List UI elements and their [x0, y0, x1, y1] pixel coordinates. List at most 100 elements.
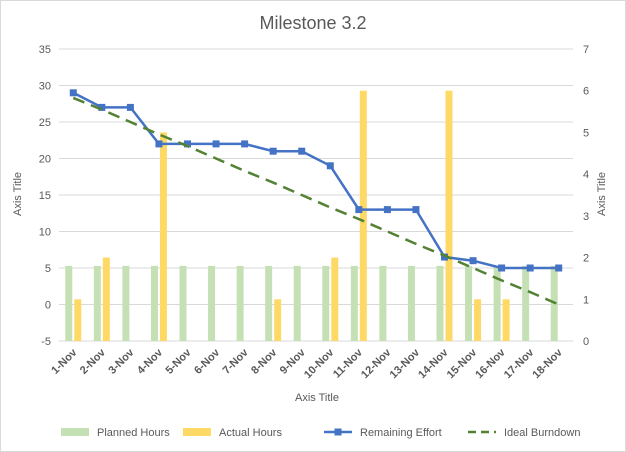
data-point	[212, 140, 220, 148]
legend-label: Planned Hours	[97, 427, 170, 439]
x-tick-label: 15-Nov	[445, 346, 480, 381]
data-point	[155, 140, 163, 148]
left-tick-label: 15	[39, 190, 51, 202]
left-tick-label: -5	[41, 336, 51, 348]
x-tick-label: 11-Nov	[331, 346, 366, 381]
left-tick-label: 30	[39, 81, 51, 93]
bar	[359, 90, 367, 341]
right-axis-ticks: 0 1 2 3 4 5 6 7	[583, 44, 589, 348]
x-tick-label: 14-Nov	[416, 346, 451, 381]
legend-marker	[334, 428, 342, 436]
bar	[350, 265, 358, 341]
bar	[150, 265, 158, 341]
bar-series	[65, 90, 558, 341]
line-series	[69, 89, 563, 306]
data-point	[412, 206, 420, 214]
data-point	[355, 206, 363, 214]
x-tick-label: 17-Nov	[502, 346, 537, 381]
bar	[445, 90, 453, 341]
x-tick-label: 6-Nov	[192, 346, 223, 377]
x-tick-label: 16-Nov	[473, 346, 508, 381]
x-tick-label: 13-Nov	[388, 346, 423, 381]
x-axis-title: Axis Title	[295, 392, 339, 404]
legend-swatch	[183, 428, 211, 436]
left-tick-label: 25	[39, 117, 51, 129]
data-point	[555, 264, 563, 272]
right-tick-label: 6	[583, 86, 589, 98]
legend-label: Ideal Burndown	[504, 427, 580, 439]
bar	[274, 299, 282, 341]
right-axis-title: Axis Title	[596, 172, 608, 216]
x-axis-ticks: 1-Nov2-Nov3-Nov4-Nov5-Nov6-Nov7-Nov8-Nov…	[49, 346, 565, 381]
bar	[474, 299, 482, 341]
bar	[236, 265, 244, 341]
bar	[179, 265, 187, 341]
bar	[93, 265, 101, 341]
legend-item-planned-hours: Planned Hours	[61, 427, 170, 439]
right-tick-label: 4	[583, 169, 589, 181]
x-tick-label: 10-Nov	[302, 346, 337, 381]
chart-title: Milestone 3.2	[259, 13, 366, 33]
series-line	[72, 96, 560, 306]
right-tick-label: 3	[583, 211, 589, 223]
legend-item-ideal-burndown: Ideal Burndown	[468, 427, 580, 439]
legend: Planned Hours Actual Hours Remaining Effor…	[61, 427, 580, 439]
right-tick-label: 7	[583, 44, 589, 56]
legend-label: Actual Hours	[219, 427, 282, 439]
left-tick-label: 35	[39, 44, 51, 56]
data-point	[69, 89, 77, 97]
bar	[322, 265, 330, 341]
x-tick-label: 1-Nov	[49, 346, 80, 377]
line-series-remaining-effort	[69, 89, 563, 272]
data-point	[469, 257, 477, 265]
bar	[407, 265, 415, 341]
data-point	[126, 103, 134, 111]
bar	[265, 265, 273, 341]
x-tick-label: 12-Nov	[359, 346, 394, 381]
bar	[436, 265, 444, 341]
data-point	[269, 147, 277, 155]
left-tick-label: 5	[45, 263, 51, 275]
bar	[493, 265, 501, 341]
left-tick-label: 20	[39, 154, 51, 166]
bar	[208, 265, 216, 341]
x-tick-label: 4-Nov	[135, 346, 166, 377]
bar	[102, 257, 110, 341]
x-tick-label: 3-Nov	[106, 346, 137, 377]
legend-item-remaining-effort: Remaining Effort	[324, 427, 442, 439]
bar-series-planned-hours	[65, 265, 558, 341]
data-point	[526, 264, 534, 272]
right-tick-label: 5	[583, 127, 589, 139]
bar	[159, 132, 167, 341]
data-point	[184, 140, 191, 148]
line-series-ideal-burndown	[72, 96, 560, 306]
x-tick-label: 8-Nov	[249, 346, 280, 377]
x-tick-label: 5-Nov	[164, 346, 195, 377]
data-point	[383, 206, 391, 214]
bar	[502, 299, 510, 341]
left-tick-label: 10	[39, 227, 51, 239]
bar	[331, 257, 339, 341]
bar	[465, 265, 473, 341]
bar	[74, 299, 82, 341]
legend-label: Remaining Effort	[360, 427, 442, 439]
data-point	[241, 140, 249, 148]
bar	[293, 265, 301, 341]
bar-series-actual-hours	[74, 90, 510, 341]
legend-item-actual-hours: Actual Hours	[183, 427, 282, 439]
left-axis-title: Axis Title	[12, 172, 24, 216]
x-tick-label: 7-Nov	[221, 346, 252, 377]
right-tick-label: 1	[583, 294, 589, 306]
right-tick-label: 2	[583, 253, 589, 265]
data-point	[441, 253, 448, 261]
x-tick-label: 18-Nov	[530, 346, 565, 381]
data-point	[298, 147, 306, 155]
series-line	[72, 91, 559, 270]
data-point	[98, 103, 106, 111]
legend-swatch	[61, 428, 89, 436]
data-point	[498, 264, 506, 272]
data-point	[326, 162, 334, 170]
left-axis-ticks: -5 0 5 10 15 20 25 30 35	[39, 44, 51, 348]
